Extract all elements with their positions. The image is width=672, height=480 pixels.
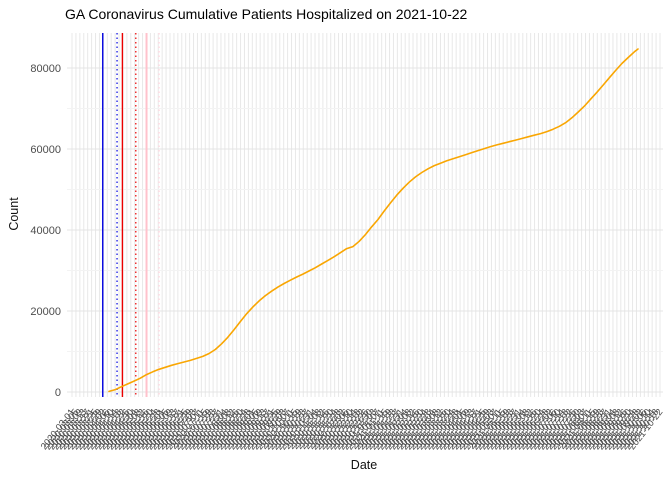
- event-vlines: [102, 33, 160, 397]
- y-tick-label: 20000: [30, 306, 61, 318]
- x-axis-title: Date: [350, 458, 378, 472]
- y-tick-label: 80000: [30, 63, 61, 75]
- y-tick-label: 60000: [30, 144, 61, 156]
- y-tick-label: 40000: [30, 225, 61, 237]
- y-tick-labels: 0 20000 40000 60000 80000: [30, 63, 61, 399]
- series-line-cumulative-hospitalized: [108, 48, 639, 393]
- x-tick-labels: 2020-03-012020-03-052020-03-092020-03-13…: [39, 407, 666, 452]
- horizontal-gridlines: [67, 67, 663, 393]
- chart-title: GA Coronavirus Cumulative Patients Hospi…: [65, 6, 468, 22]
- y-tick-label: 0: [55, 387, 61, 399]
- vertical-gridlines: [71, 33, 661, 397]
